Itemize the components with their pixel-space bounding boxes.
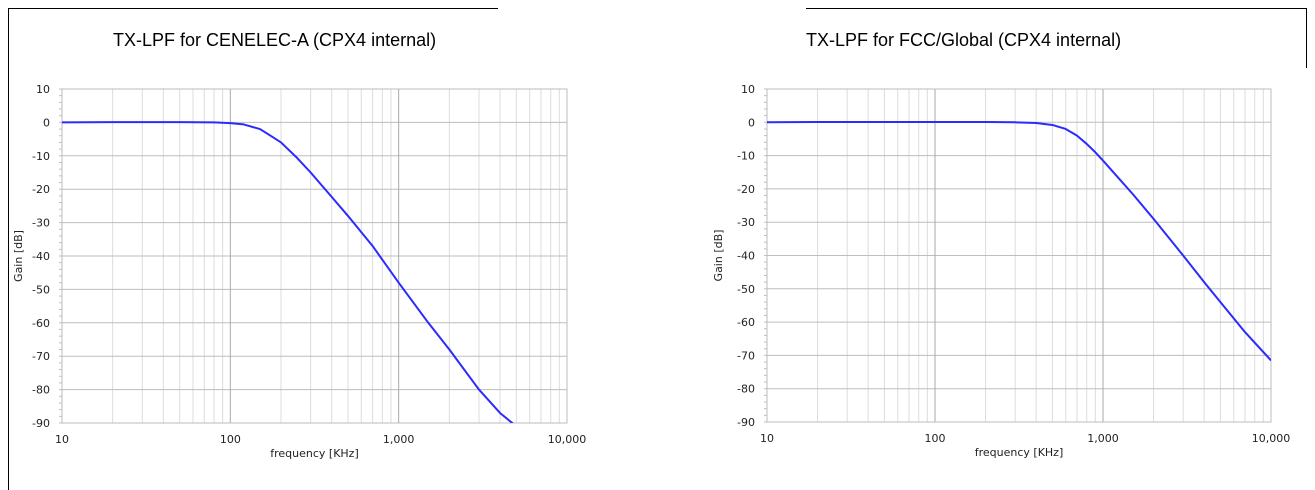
fcc-y-axis-label: Gain [dB]: [712, 230, 725, 282]
cenelec-y-tick-label: -70: [32, 350, 50, 363]
cenelec-x-tick-label: 10: [55, 433, 69, 446]
fcc-y-tick-label: -80: [737, 383, 755, 396]
fcc-y-tick-label: -40: [737, 250, 755, 263]
cenelec-y-tick-label: -20: [32, 183, 50, 196]
fcc-series-line: [767, 120, 1271, 362]
cenelec-x-axis-label: frequency [KHz]: [270, 447, 359, 460]
cenelec-y-tick-label: -10: [32, 150, 50, 163]
fcc-y-tick-label: 0: [748, 116, 755, 129]
chart-title-fcc: TX-LPF for FCC/Global (CPX4 internal): [806, 30, 1122, 50]
fcc-y-tick-label: -30: [737, 216, 755, 229]
cenelec-y-tick-label: -60: [32, 317, 50, 330]
fcc-y-tick-label: -10: [737, 150, 755, 163]
cenelec-y-tick-label: 10: [36, 83, 50, 96]
cenelec-y-axis-label: Gain [dB]: [12, 230, 25, 282]
cenelec-x-tick-label: 10,000: [548, 433, 587, 446]
fcc-x-tick-label: 10: [760, 432, 774, 445]
fcc-x-tick-label: 1,000: [1087, 432, 1119, 445]
frame-top-left: [8, 8, 498, 9]
fcc-x-tick-label: 10,000: [1252, 432, 1291, 445]
cenelec-plot-border: [61, 88, 568, 424]
fcc-y-tick-label: 10: [741, 83, 755, 96]
fcc-y-tick-label: -20: [737, 183, 755, 196]
cenelec-y-tick-label: -40: [32, 250, 50, 263]
frame-top-right: [806, 8, 1306, 9]
cenelec-y-tick-label: -80: [32, 384, 50, 397]
fcc-y-tick-label: -90: [737, 416, 755, 429]
fcc-y-tick-label: -70: [737, 349, 755, 362]
fcc-x-axis-label: frequency [KHz]: [975, 446, 1064, 459]
fcc-y-tick-label: -50: [737, 283, 755, 296]
cenelec-y-tick-label: -30: [32, 217, 50, 230]
frame-right: [1306, 8, 1307, 68]
cenelec-series-line: [62, 121, 514, 423]
chart-title-cenelec: TX-LPF for CENELEC-A (CPX4 internal): [113, 30, 437, 50]
cenelec-y-tick-label: -50: [32, 283, 50, 296]
fcc-x-tick-label: 100: [925, 432, 946, 445]
cenelec-y-tick-label: -90: [32, 417, 50, 430]
cenelec-x-tick-label: 100: [220, 433, 241, 446]
fcc-y-tick-label: -60: [737, 316, 755, 329]
fcc-plot-border: [766, 88, 1272, 423]
frame-left: [8, 8, 9, 490]
cenelec-y-tick-label: 0: [43, 116, 50, 129]
cenelec-x-tick-label: 1,000: [383, 433, 415, 446]
